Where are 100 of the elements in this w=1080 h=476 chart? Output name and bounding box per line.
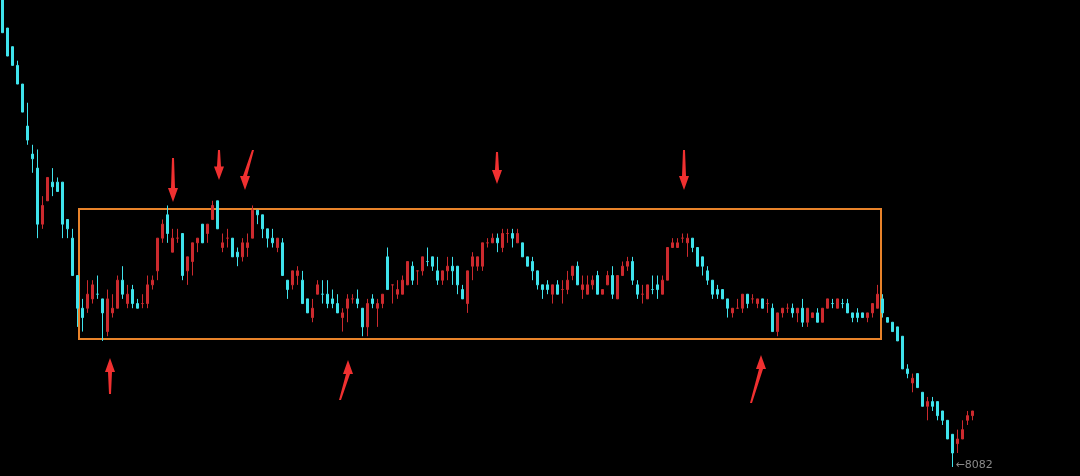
candlestick bbox=[561, 279, 564, 305]
candlestick bbox=[366, 298, 369, 337]
candlestick bbox=[16, 60, 19, 85]
candlestick bbox=[401, 275, 404, 295]
candlestick bbox=[221, 233, 224, 253]
candlestick bbox=[671, 237, 674, 249]
candlestick bbox=[201, 223, 204, 244]
candlestick bbox=[896, 326, 899, 342]
candlestick bbox=[616, 275, 619, 300]
candlestick bbox=[216, 200, 219, 230]
candlestick bbox=[496, 233, 499, 253]
candlestick bbox=[476, 256, 479, 272]
candlestick bbox=[491, 233, 494, 244]
candlestick bbox=[466, 270, 469, 314]
candlestick bbox=[701, 256, 704, 277]
candlestick bbox=[826, 298, 829, 309]
candlestick bbox=[606, 270, 609, 286]
candlestick bbox=[751, 293, 754, 305]
candlestick bbox=[901, 335, 904, 370]
annotation: ←8082 bbox=[955, 458, 993, 471]
candlestick bbox=[926, 396, 929, 421]
candlestick bbox=[471, 251, 474, 281]
candlestick bbox=[766, 298, 769, 314]
candlestick bbox=[396, 279, 399, 300]
candlestick bbox=[31, 144, 34, 174]
candlestick bbox=[641, 284, 644, 305]
candlestick bbox=[626, 256, 629, 272]
candlestick bbox=[176, 228, 179, 244]
candlestick bbox=[931, 396, 934, 412]
candlestick bbox=[696, 247, 699, 267]
candlestick bbox=[526, 256, 529, 267]
candlestick bbox=[956, 429, 959, 454]
candlestick bbox=[771, 303, 774, 333]
candlestick bbox=[761, 298, 764, 309]
candlestick bbox=[226, 228, 229, 249]
candlestick bbox=[811, 312, 814, 319]
candlestick bbox=[256, 209, 259, 225]
candlestick bbox=[941, 410, 944, 426]
candlestick bbox=[906, 363, 909, 379]
candlestick bbox=[371, 293, 374, 309]
candlestick bbox=[601, 289, 604, 295]
candlestick bbox=[946, 419, 949, 440]
candlestick bbox=[746, 293, 749, 309]
candlestick bbox=[36, 148, 39, 239]
candlestick bbox=[391, 284, 394, 305]
candlestick bbox=[261, 214, 264, 239]
candlestick bbox=[61, 181, 64, 239]
candlestick bbox=[456, 265, 459, 295]
candlestick bbox=[386, 247, 389, 291]
candlestick bbox=[76, 275, 79, 328]
candlestick bbox=[291, 270, 294, 291]
candlestick bbox=[21, 83, 24, 113]
candlestick bbox=[691, 237, 694, 253]
candlestick bbox=[196, 237, 199, 253]
candlestick bbox=[421, 256, 424, 277]
candlestick bbox=[6, 27, 9, 57]
candlestick bbox=[151, 275, 154, 291]
candlestick bbox=[656, 275, 659, 300]
candlestick bbox=[871, 303, 874, 319]
candlestick bbox=[851, 312, 854, 323]
candlestick bbox=[346, 293, 349, 323]
candlestick bbox=[141, 293, 144, 309]
candlestick bbox=[566, 270, 569, 295]
candlestick bbox=[361, 307, 364, 337]
candlestick bbox=[136, 298, 139, 309]
candlestick bbox=[971, 410, 974, 421]
candlestick bbox=[11, 46, 14, 66]
candlestick bbox=[451, 256, 454, 286]
candlestick bbox=[181, 233, 184, 281]
candlestick bbox=[776, 312, 779, 337]
candlestick bbox=[856, 307, 859, 323]
candlestick bbox=[521, 242, 524, 258]
candlestick bbox=[556, 279, 559, 295]
candlestick bbox=[116, 275, 119, 309]
candlestick bbox=[86, 279, 89, 314]
candlestick bbox=[716, 284, 719, 300]
candlestick bbox=[821, 307, 824, 323]
candlestick bbox=[41, 195, 44, 230]
candlestick bbox=[861, 312, 864, 319]
candlestick bbox=[91, 279, 94, 305]
candlestick bbox=[501, 228, 504, 253]
candlestick bbox=[631, 256, 634, 286]
candlestick bbox=[166, 204, 169, 244]
candlestick bbox=[186, 256, 189, 286]
candlestick bbox=[571, 265, 574, 281]
candlestick bbox=[121, 265, 124, 300]
candlestick bbox=[531, 256, 534, 281]
candlestick bbox=[591, 275, 594, 291]
candlestick bbox=[81, 298, 84, 333]
candlestick bbox=[436, 256, 439, 286]
candlestick bbox=[446, 256, 449, 281]
candlestick bbox=[106, 289, 109, 337]
candlestick bbox=[551, 284, 554, 305]
candlestick bbox=[936, 401, 939, 421]
candlestick bbox=[266, 228, 269, 249]
candlestick bbox=[636, 279, 639, 300]
candlestick bbox=[731, 307, 734, 319]
candlestick bbox=[301, 270, 304, 305]
candlestick bbox=[26, 102, 29, 146]
candlestick bbox=[596, 270, 599, 295]
